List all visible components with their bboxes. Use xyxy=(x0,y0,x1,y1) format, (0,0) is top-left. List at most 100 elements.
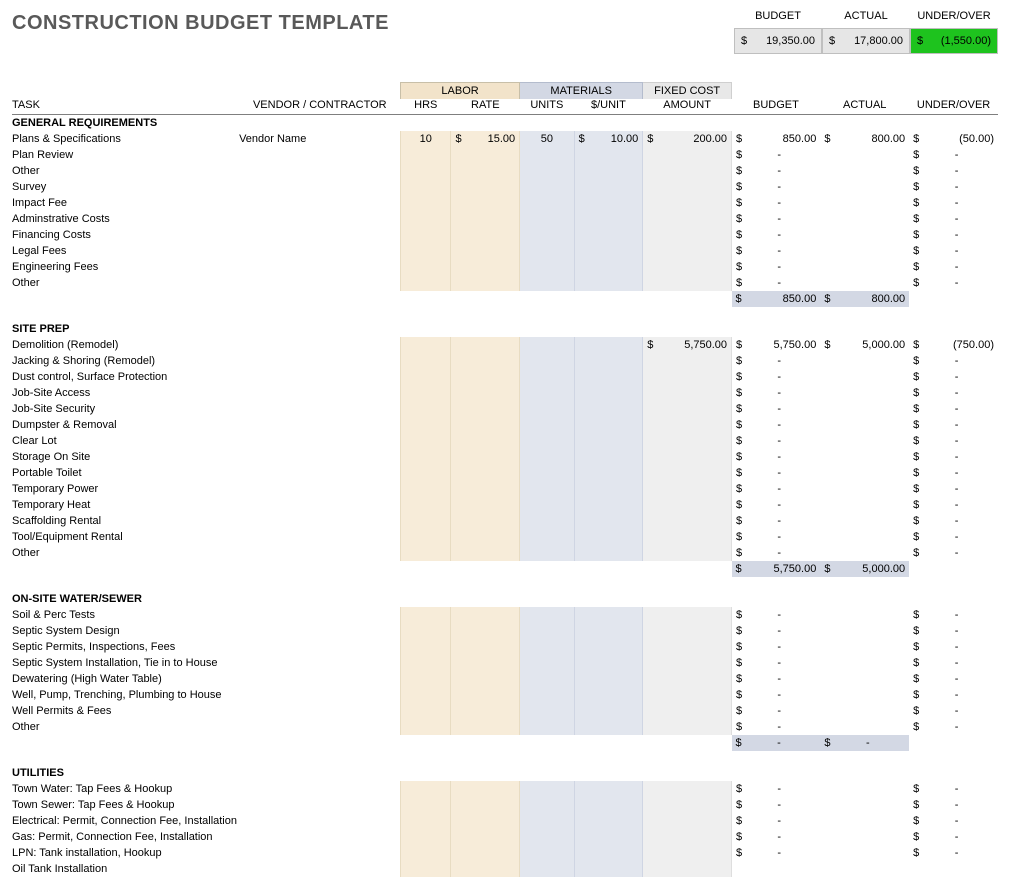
units-cell xyxy=(520,845,574,861)
rate-cell xyxy=(451,147,520,163)
rate-cell xyxy=(451,545,520,561)
vendor-cell xyxy=(239,481,400,497)
task-cell: Storage On Site xyxy=(12,449,239,465)
task-cell: Scaffolding Rental xyxy=(12,513,239,529)
punit-cell xyxy=(574,243,643,259)
units-cell xyxy=(520,353,574,369)
uo-cell: $- xyxy=(909,545,998,561)
table-row: Oil Tank Installation xyxy=(12,861,998,877)
task-cell: Job-Site Access xyxy=(12,385,239,401)
vendor-cell xyxy=(239,179,400,195)
punit-cell xyxy=(574,195,643,211)
col-vendor: VENDOR / CONTRACTOR xyxy=(239,99,400,115)
rate-cell xyxy=(451,449,520,465)
punit-cell xyxy=(574,639,643,655)
vendor-cell xyxy=(239,719,400,735)
hrs-cell xyxy=(401,671,451,687)
hrs-cell xyxy=(401,813,451,829)
actual-cell xyxy=(820,195,909,211)
units-cell xyxy=(520,449,574,465)
actual-cell xyxy=(820,243,909,259)
rate-cell xyxy=(451,337,520,353)
punit-cell xyxy=(574,513,643,529)
units-cell xyxy=(520,671,574,687)
budget-cell: $- xyxy=(732,163,821,179)
budget-cell: $- xyxy=(732,449,821,465)
table-row: Temporary Heat$-$- xyxy=(12,497,998,513)
budget-cell: $- xyxy=(732,259,821,275)
hrs-cell xyxy=(401,845,451,861)
budget-cell: $- xyxy=(732,607,821,623)
actual-cell: $5,000.00 xyxy=(820,337,909,353)
col-task: TASK xyxy=(12,99,239,115)
amount-cell xyxy=(643,179,732,195)
rate-cell xyxy=(451,353,520,369)
hrs-cell xyxy=(401,163,451,179)
hrs-cell xyxy=(401,719,451,735)
subtotal-budget: $850.00 xyxy=(732,291,821,307)
uo-cell: $- xyxy=(909,147,998,163)
punit-cell xyxy=(574,275,643,291)
budget-cell: $- xyxy=(732,385,821,401)
vendor-cell xyxy=(239,227,400,243)
actual-cell xyxy=(820,545,909,561)
uo-cell: $- xyxy=(909,433,998,449)
rate-cell xyxy=(451,607,520,623)
table-row: Well Permits & Fees$-$- xyxy=(12,703,998,719)
vendor-cell xyxy=(239,385,400,401)
punit-cell xyxy=(574,719,643,735)
table-row: Septic System Design$-$- xyxy=(12,623,998,639)
actual-cell xyxy=(820,623,909,639)
budget-cell: $- xyxy=(732,655,821,671)
task-cell: Septic System Design xyxy=(12,623,239,639)
task-cell: Tool/Equipment Rental xyxy=(12,529,239,545)
subtotal-actual: $5,000.00 xyxy=(820,561,909,577)
vendor-cell xyxy=(239,275,400,291)
rate-cell xyxy=(451,797,520,813)
vendor-cell xyxy=(239,513,400,529)
table-row: Plan Review$-$- xyxy=(12,147,998,163)
rate-cell xyxy=(451,369,520,385)
table-row: Plans & SpecificationsVendor Name10$15.0… xyxy=(12,131,998,147)
uo-cell: $- xyxy=(909,781,998,797)
actual-cell xyxy=(820,211,909,227)
vendor-cell xyxy=(239,813,400,829)
units-cell xyxy=(520,481,574,497)
amount-cell xyxy=(643,481,732,497)
units-cell xyxy=(520,195,574,211)
uo-cell: $- xyxy=(909,797,998,813)
amount-cell xyxy=(643,671,732,687)
budget-cell: $- xyxy=(732,671,821,687)
punit-cell xyxy=(574,497,643,513)
vendor-cell xyxy=(239,259,400,275)
vendor-cell xyxy=(239,211,400,227)
totals-uo-label: UNDER/OVER xyxy=(910,10,998,28)
hrs-cell xyxy=(401,337,451,353)
hrs-cell xyxy=(401,195,451,211)
rate-cell xyxy=(451,861,520,877)
task-cell: Engineering Fees xyxy=(12,259,239,275)
vendor-cell xyxy=(239,671,400,687)
table-row: Other$-$- xyxy=(12,545,998,561)
uo-cell: $- xyxy=(909,719,998,735)
punit-cell xyxy=(574,147,643,163)
budget-cell: $- xyxy=(732,369,821,385)
actual-cell xyxy=(820,433,909,449)
totals-uo-cell: $(1,550.00) xyxy=(910,28,998,54)
rate-cell xyxy=(451,623,520,639)
units-cell xyxy=(520,243,574,259)
rate-cell xyxy=(451,227,520,243)
punit-cell xyxy=(574,797,643,813)
punit-cell xyxy=(574,703,643,719)
amount-cell xyxy=(643,147,732,163)
table-row: Dewatering (High Water Table)$-$- xyxy=(12,671,998,687)
hrs-cell xyxy=(401,259,451,275)
task-cell: Impact Fee xyxy=(12,195,239,211)
budget-cell: $5,750.00 xyxy=(732,337,821,353)
rate-cell xyxy=(451,497,520,513)
units-cell xyxy=(520,227,574,243)
col-hrs: HRS xyxy=(401,99,451,115)
punit-cell xyxy=(574,781,643,797)
subtotal-actual: $- xyxy=(820,735,909,751)
vendor-cell xyxy=(239,369,400,385)
